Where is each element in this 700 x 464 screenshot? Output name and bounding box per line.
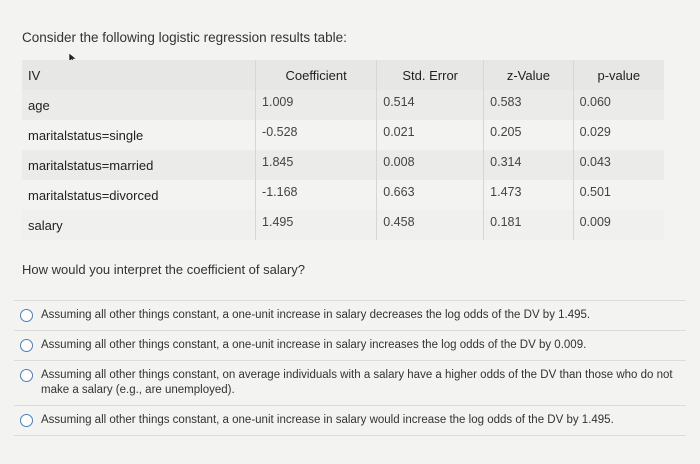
- cell-p-value: 0.501: [572, 180, 664, 210]
- cell-iv: maritalstatus=married: [22, 150, 256, 180]
- table-row: salary 1.495 0.458 0.181 0.009: [22, 210, 664, 240]
- cell-std-error: 0.514: [376, 90, 484, 120]
- question-text: How would you interpret the coefficient …: [22, 262, 306, 277]
- cell-coefficient: 1.009: [255, 90, 377, 120]
- answer-option-1[interactable]: Assuming all other things constant, a on…: [14, 300, 686, 330]
- cell-std-error: 0.458: [376, 210, 484, 240]
- cell-iv: age: [22, 90, 256, 120]
- regression-table: IV Coefficient Std. Error z-Value p-valu…: [22, 60, 664, 240]
- cell-z-value: 1.473: [483, 180, 574, 210]
- cell-std-error: 0.008: [376, 150, 484, 180]
- header-z-value: z-Value: [483, 60, 574, 90]
- radio-button-3[interactable]: [20, 369, 33, 382]
- answer-option-3-label: Assuming all other things constant, on a…: [41, 369, 673, 396]
- table-row: age 1.009 0.514 0.583 0.060: [22, 90, 664, 120]
- cell-p-value: 0.060: [572, 90, 664, 120]
- radio-button-4[interactable]: [20, 414, 33, 427]
- answer-options: Assuming all other things constant, a on…: [14, 300, 686, 436]
- table-row: maritalstatus=married 1.845 0.008 0.314 …: [22, 150, 664, 180]
- answer-option-4[interactable]: Assuming all other things constant, a on…: [14, 405, 686, 436]
- cell-z-value: 0.205: [483, 120, 574, 150]
- question-prompt: Consider the following logistic regressi…: [22, 30, 347, 45]
- answer-option-2[interactable]: Assuming all other things constant, a on…: [14, 330, 686, 360]
- cell-p-value: 0.029: [572, 120, 664, 150]
- cell-iv: maritalstatus=single: [22, 120, 256, 150]
- cell-std-error: 0.663: [376, 180, 484, 210]
- cell-z-value: 0.314: [483, 150, 574, 180]
- cell-iv: maritalstatus=divorced: [22, 180, 256, 210]
- cell-z-value: 0.181: [483, 210, 574, 240]
- radio-button-2[interactable]: [20, 339, 33, 352]
- cell-z-value: 0.583: [483, 90, 574, 120]
- table-row: maritalstatus=single -0.528 0.021 0.205 …: [22, 120, 664, 150]
- cell-iv: salary: [22, 210, 256, 240]
- cell-coefficient: -1.168: [255, 180, 377, 210]
- header-iv: IV: [22, 60, 256, 90]
- answer-option-4-label: Assuming all other things constant, a on…: [41, 414, 614, 426]
- cell-coefficient: 1.495: [255, 210, 377, 240]
- cell-std-error: 0.021: [376, 120, 484, 150]
- header-std-error: Std. Error: [376, 60, 484, 90]
- radio-button-1[interactable]: [20, 309, 33, 322]
- cell-coefficient: 1.845: [255, 150, 377, 180]
- cell-p-value: 0.009: [572, 210, 664, 240]
- answer-option-3[interactable]: Assuming all other things constant, on a…: [14, 360, 686, 405]
- table-header-row: IV Coefficient Std. Error z-Value p-valu…: [22, 60, 664, 90]
- answer-option-2-label: Assuming all other things constant, a on…: [41, 339, 587, 351]
- header-coefficient: Coefficient: [255, 60, 377, 90]
- cell-p-value: 0.043: [572, 150, 664, 180]
- header-p-value: p-value: [572, 60, 664, 90]
- answer-option-1-label: Assuming all other things constant, a on…: [41, 309, 591, 321]
- table-row: maritalstatus=divorced -1.168 0.663 1.47…: [22, 180, 664, 210]
- cell-coefficient: -0.528: [255, 120, 377, 150]
